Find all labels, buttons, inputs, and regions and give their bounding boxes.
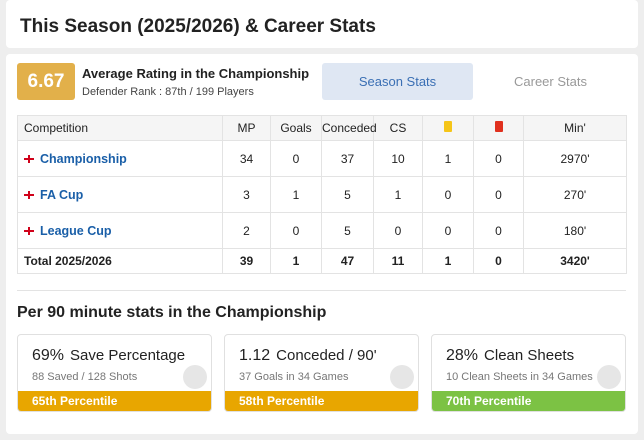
column-header: CS xyxy=(373,115,423,141)
stat-cell: 2970' xyxy=(523,140,627,177)
stat-cell: 3 xyxy=(222,176,271,213)
stat-headline: 1.12 Conceded / 90' xyxy=(239,347,377,365)
page-title: This Season (2025/2026) & Career Stats xyxy=(20,16,376,37)
stat-cell: 180' xyxy=(523,212,627,249)
stat-detail: 88 Saved / 128 Shots xyxy=(32,371,138,383)
stat-cell: 5 xyxy=(321,176,374,213)
stat-cell: 0 xyxy=(422,212,474,249)
competition-cell: Championship xyxy=(17,140,223,177)
stat-cell: 2 xyxy=(222,212,271,249)
stat-cell: 1 xyxy=(422,140,474,177)
column-header: MP xyxy=(222,115,271,141)
red-card-header xyxy=(473,115,524,141)
yellow-card-icon xyxy=(444,121,452,132)
rating-label: Average Rating in the Championship xyxy=(82,66,310,81)
stat-card: 28% Clean Sheets 10 Clean Sheets in 34 Gam… xyxy=(431,334,626,412)
stat-value: 28% xyxy=(446,347,479,364)
flag-icon xyxy=(24,191,34,200)
stat-card: 69% Save Percentage 88 Saved / 128 Shots 65… xyxy=(17,334,212,412)
stat-cell: 0 xyxy=(473,212,524,249)
column-header: Goals xyxy=(270,115,322,141)
column-header: Conceded xyxy=(321,115,377,141)
total-cell: 0 xyxy=(473,248,524,274)
total-cell: 39 xyxy=(222,248,271,274)
total-label: Total 2025/2026 xyxy=(17,248,223,274)
divider xyxy=(17,290,626,291)
red-card-icon xyxy=(494,121,503,132)
total-cell: 11 xyxy=(373,248,423,274)
stat-cell: 270' xyxy=(523,176,627,213)
percentile-bar: 70th Percentile xyxy=(432,391,625,411)
stat-cell: 10 xyxy=(373,140,423,177)
yellow-card-header xyxy=(422,115,474,141)
total-cell: 1 xyxy=(270,248,322,274)
column-header: Min' xyxy=(523,115,627,141)
stat-watermark xyxy=(597,365,621,389)
stat-detail: 37 Goals in 34 Games xyxy=(239,371,349,383)
tab-season[interactable]: Season Stats xyxy=(322,63,473,100)
stat-value: 69% xyxy=(32,347,65,364)
stat-headline: 69% Save Percentage xyxy=(32,347,185,365)
total-cell: 1 xyxy=(422,248,474,274)
stat-label: Save Percentage xyxy=(70,347,186,364)
section-title: Per 90 minute stats in the Championship xyxy=(17,304,327,321)
stat-label: Clean Sheets xyxy=(484,347,575,364)
stat-cell: 1 xyxy=(373,176,423,213)
percentile-bar: 65th Percentile xyxy=(18,391,211,411)
stat-cell: 0 xyxy=(473,176,524,213)
stat-detail: 10 Clean Sheets in 34 Games xyxy=(446,371,593,383)
percentile-bar: 58th Percentile xyxy=(225,391,418,411)
stat-cell: 0 xyxy=(422,176,474,213)
competition-cell: FA Cup xyxy=(17,176,223,213)
stat-watermark xyxy=(183,365,207,389)
table-row: League Cup 2 0 5 0 0 0 180' xyxy=(17,212,627,249)
stat-cell: 37 xyxy=(321,140,374,177)
column-header: Competition xyxy=(17,115,223,141)
competition-name[interactable]: Championship xyxy=(40,151,127,166)
rating-rank: Defender Rank : 87th / 199 Players xyxy=(82,86,254,98)
stat-cell: 0 xyxy=(270,212,322,249)
tab-career[interactable]: Career Stats xyxy=(514,74,587,89)
stat-cell: 34 xyxy=(222,140,271,177)
rating-badge: 6.67 xyxy=(17,63,75,100)
stat-cell: 0 xyxy=(270,140,322,177)
competition-name[interactable]: League Cup xyxy=(40,223,112,238)
stat-cell: 5 xyxy=(321,212,374,249)
competition-name[interactable]: FA Cup xyxy=(40,187,84,202)
header-row: Competition MP Goals Conceded CS Min' xyxy=(17,115,627,141)
stats-table: Competition MP Goals Conceded CS Min' Ch… xyxy=(17,115,627,274)
stat-headline: 28% Clean Sheets xyxy=(446,347,574,365)
flag-icon xyxy=(24,155,34,164)
stat-label: Conceded / 90' xyxy=(276,347,377,364)
total-cell: 47 xyxy=(321,248,374,274)
stat-cell: 1 xyxy=(270,176,322,213)
table-row: Championship 34 0 37 10 1 0 2970' xyxy=(17,140,627,177)
stat-value: 1.12 xyxy=(239,347,271,364)
stat-cell: 0 xyxy=(473,140,524,177)
total-cell: 3420' xyxy=(523,248,627,274)
stat-watermark xyxy=(390,365,414,389)
competition-cell: League Cup xyxy=(17,212,223,249)
table-body: Championship 34 0 37 10 1 0 2970' FA Cup 3 1 5 1 0 0 27… xyxy=(17,140,627,274)
header-card: This Season (2025/2026) & Career Stats xyxy=(6,0,638,48)
table-row: FA Cup 3 1 5 1 0 0 270' xyxy=(17,176,627,213)
stat-cell: 0 xyxy=(373,212,423,249)
flag-icon xyxy=(24,227,34,236)
total-row: Total 2025/2026 39 1 47 11 1 0 3420' xyxy=(17,248,627,274)
stat-card: 1.12 Conceded / 90' 37 Goals in 34 Games 58… xyxy=(224,334,419,412)
